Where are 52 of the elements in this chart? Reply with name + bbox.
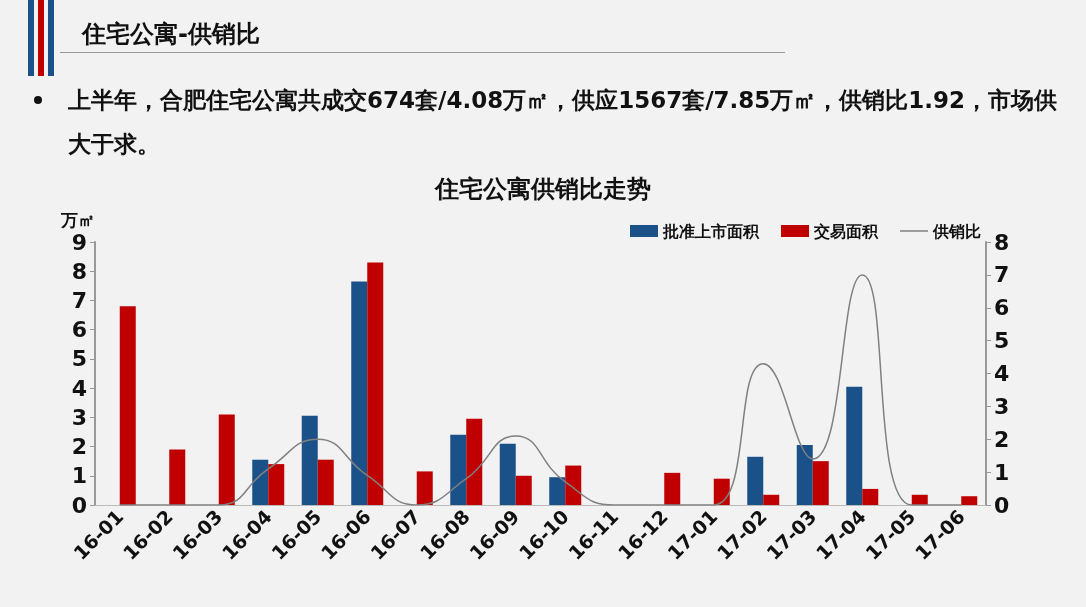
y-tick-label: 6 — [71, 317, 87, 343]
bar — [515, 475, 532, 505]
bar — [961, 496, 978, 505]
bar — [416, 471, 433, 505]
y2-tick-label: 3 — [994, 393, 1010, 419]
y-tick-label: 4 — [71, 375, 87, 401]
y2-tick-label: 4 — [994, 361, 1010, 386]
y-tick-label: 0 — [71, 492, 87, 518]
y-tick-label: 8 — [71, 258, 87, 284]
chart-title: 住宅公寓-供销比 — [82, 19, 260, 50]
bar — [565, 465, 582, 505]
text: 上半年，合肥住宅公寓共成交674套/4.08万㎡，供应1567套/7.85万㎡，供销比1.92，市场供大于求。 — [68, 86, 1059, 159]
y-tick-label: 7 — [71, 287, 87, 313]
y2-tick-label: 0 — [994, 492, 1010, 518]
bar — [664, 472, 681, 505]
bar — [796, 445, 813, 505]
line-series — [119, 274, 962, 506]
bar — [317, 459, 334, 505]
bar — [846, 386, 863, 505]
legend-label: 批准上市面积 — [662, 221, 760, 241]
bar — [252, 459, 269, 505]
bar — [367, 262, 384, 505]
y2-tick-label: 6 — [994, 295, 1010, 321]
y-tick-label: 1 — [71, 463, 87, 489]
y2-tick-label: 2 — [994, 426, 1010, 452]
y-tick-label: 2 — [71, 434, 87, 460]
legend-label: 供销比 — [932, 221, 981, 241]
bar — [549, 477, 566, 505]
bar — [466, 418, 483, 505]
bar — [268, 464, 285, 505]
y2-tick-label: 5 — [994, 328, 1010, 354]
chart-subtitle: 住宅公寓供销比走势 — [434, 175, 651, 203]
bar — [499, 443, 516, 505]
bar — [301, 415, 318, 505]
bar — [812, 461, 829, 505]
y2-tick-label: 8 — [994, 229, 1010, 255]
bar — [763, 494, 780, 505]
bar — [119, 306, 136, 505]
y-axis-title: 万㎡ — [60, 209, 95, 230]
y2-tick-label: 1 — [994, 459, 1010, 485]
bar — [351, 281, 368, 505]
bar — [713, 478, 730, 505]
bar — [862, 488, 879, 505]
y-tick-label: 3 — [71, 404, 87, 430]
y-tick-label: 9 — [71, 229, 87, 255]
y2-tick-label: 7 — [994, 262, 1010, 288]
y-tick-label: 5 — [71, 346, 87, 372]
legend-label: 交易面积 — [813, 221, 879, 241]
bar — [169, 449, 186, 505]
bar — [218, 414, 235, 505]
bar — [450, 434, 467, 505]
bar — [747, 456, 764, 505]
